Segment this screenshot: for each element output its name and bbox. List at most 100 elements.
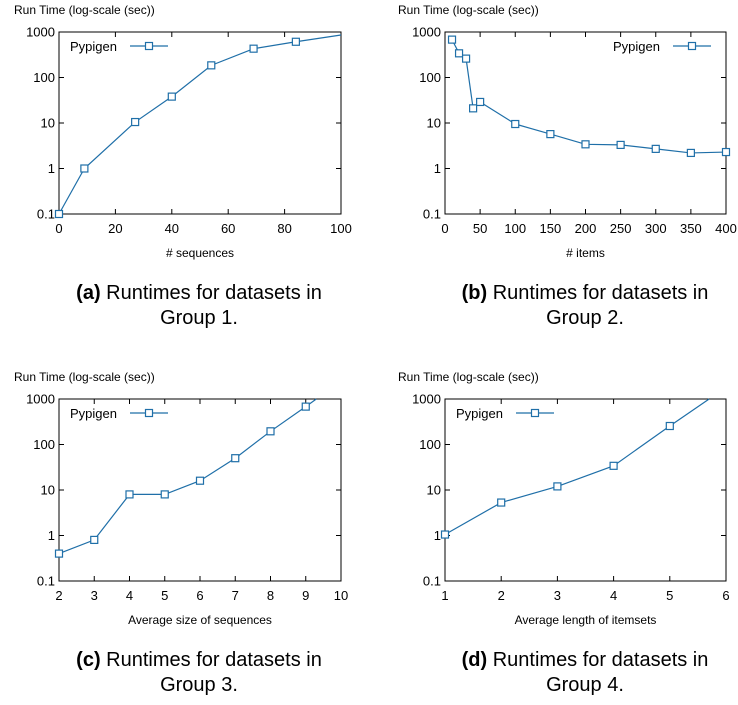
x-tick-label: 5 — [666, 588, 673, 603]
y-tick-label: 10 — [427, 116, 441, 131]
x-axis-label: # sequences — [166, 246, 234, 260]
x-tick-label: 2 — [55, 588, 62, 603]
x-tick-label: 9 — [302, 588, 309, 603]
y-tick-label: 1 — [434, 528, 441, 543]
x-tick-label: 4 — [610, 588, 617, 603]
x-tick-label: 0 — [441, 221, 448, 236]
data-point — [546, 130, 555, 139]
y-tick-label: 1 — [48, 528, 55, 543]
data-point — [454, 49, 464, 58]
data-point — [167, 92, 176, 101]
caption-text: Runtimes for datasets in — [101, 282, 322, 304]
x-tick-label: 50 — [473, 221, 487, 236]
x-axis-label: # items — [566, 246, 605, 260]
data-point — [80, 164, 89, 173]
plot-frame — [58, 398, 342, 582]
legend-marker — [144, 41, 154, 51]
caption-label: (c) — [76, 649, 100, 671]
y-axis-label: Run Time (log-scale (sec)) — [14, 370, 155, 384]
y-tick-label: 1000 — [412, 25, 441, 40]
caption-line-2: Group 1. — [160, 307, 238, 329]
x-tick-label: 150 — [540, 221, 562, 236]
chart-panel-c: Run Time (log-scale (sec)) 0.1 1 10 100 1000 2… — [14, 370, 348, 696]
data-point — [721, 147, 731, 157]
legend-label: Pypigen — [70, 39, 117, 54]
data-point — [90, 535, 99, 545]
y-tick-label: 10 — [41, 116, 55, 131]
data-point — [54, 209, 64, 219]
x-tick-label: 250 — [610, 221, 632, 236]
x-tick-label: 10 — [334, 588, 348, 603]
x-tick-label: 5 — [161, 588, 168, 603]
x-tick-label: 6 — [196, 588, 203, 603]
x-tick-label: 8 — [267, 588, 274, 603]
data-point — [440, 530, 450, 539]
y-tick-label: 0.1 — [37, 574, 55, 589]
y-tick-label: 10 — [427, 483, 441, 498]
x-tick-label: 300 — [645, 221, 667, 236]
caption-label: (a) — [76, 282, 100, 304]
legend-marker — [530, 408, 540, 418]
data-point — [195, 476, 205, 485]
y-tick-label: 100 — [33, 437, 55, 452]
caption-label: (b) — [462, 282, 488, 304]
caption-line-1: (b) Runtimes for datasets in — [462, 282, 709, 304]
y-axis-label: Run Time (log-scale (sec)) — [398, 370, 539, 384]
x-tick-label: 80 — [277, 221, 291, 236]
caption-line-1: (c) Runtimes for datasets in — [76, 649, 322, 671]
y-tick-label: 10 — [41, 483, 55, 498]
x-tick-label: 1 — [441, 588, 448, 603]
data-point — [609, 461, 618, 470]
caption-line-2: Group 4. — [546, 674, 624, 696]
x-axis-label: Average size of sequences — [128, 613, 272, 627]
x-tick-label: 2 — [498, 588, 505, 603]
series-line — [58, 34, 342, 215]
data-point — [231, 454, 240, 463]
y-axis-label: Run Time (log-scale (sec)) — [398, 3, 539, 17]
chart-panel-d: Run Time (log-scale (sec))0.111010010001… — [398, 370, 730, 696]
legend-label: Pypigen — [70, 406, 117, 421]
y-tick-label: 100 — [419, 70, 441, 85]
y-tick-label: 1 — [434, 161, 441, 176]
y-tick-label: 100 — [419, 437, 441, 452]
x-tick-label: 200 — [575, 221, 597, 236]
y-tick-label: 100 — [33, 70, 55, 85]
chart-panel-a: Run Time (log-scale (sec)) 0.1 1 10 100 1000 0… — [14, 3, 352, 329]
x-tick-label: 100 — [330, 221, 352, 236]
data-point — [301, 402, 310, 411]
data-point — [54, 549, 64, 558]
caption-text: Runtimes for datasets in — [101, 649, 322, 671]
data-point — [131, 117, 140, 127]
caption-label: (d) — [462, 649, 488, 671]
chart-panel-b: Run Time (log-scale (sec)) 0.1 1 10 100 1000 0… — [398, 3, 737, 329]
y-tick-label: 1000 — [26, 25, 55, 40]
x-tick-label: 100 — [504, 221, 526, 236]
data-point — [581, 140, 590, 149]
y-tick-label: 0.1 — [37, 207, 55, 222]
data-point — [651, 144, 660, 153]
x-tick-label: 6 — [722, 588, 729, 603]
x-axis-label: Average length of itemsets — [515, 613, 657, 627]
data-point — [207, 61, 216, 70]
legend-marker — [687, 41, 697, 51]
data-point — [160, 490, 169, 499]
data-point — [266, 427, 275, 436]
x-tick-label: 4 — [126, 588, 133, 603]
data-point — [665, 421, 674, 431]
y-tick-label: 1 — [48, 161, 55, 176]
plot-frame — [444, 31, 727, 215]
y-axis-label: Run Time (log-scale (sec)) — [14, 3, 155, 17]
data-point — [469, 104, 478, 113]
x-tick-label: 20 — [108, 221, 122, 236]
y-tick-label: 1000 — [412, 392, 441, 407]
legend-label: Pypigen — [456, 406, 503, 421]
y-tick-label: 0.1 — [423, 574, 441, 589]
caption-text: Runtimes for datasets in — [487, 649, 708, 671]
x-tick-label: 7 — [232, 588, 239, 603]
data-point — [125, 490, 134, 499]
data-point — [511, 119, 520, 129]
x-tick-label: 0 — [55, 221, 62, 236]
series-line — [451, 39, 727, 154]
data-point — [616, 140, 625, 150]
plot-frame — [58, 31, 342, 215]
